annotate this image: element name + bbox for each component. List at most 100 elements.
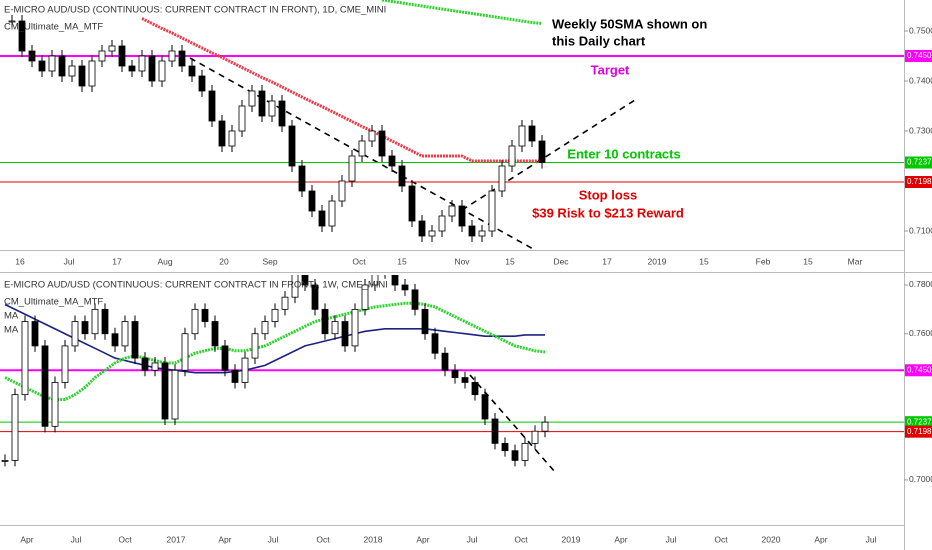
price-level-label: 0.7198 bbox=[907, 427, 932, 436]
candle bbox=[308, 190, 316, 212]
x-tick-label: Oct bbox=[514, 534, 528, 544]
price-level-label: 0.7237 bbox=[907, 158, 932, 167]
x-tick-label: Sep bbox=[262, 256, 277, 266]
candle bbox=[231, 369, 239, 383]
price-level-label: 0.7198 bbox=[907, 177, 932, 186]
candle bbox=[351, 308, 359, 347]
price-level-box bbox=[905, 50, 932, 62]
x-tick-label: Feb bbox=[756, 256, 771, 266]
candle bbox=[458, 205, 466, 227]
candle bbox=[108, 45, 116, 52]
candle bbox=[171, 369, 179, 420]
pane-title: E-MICRO AUD/USD (CONTINUOUS: CURRENT CON… bbox=[4, 280, 388, 291]
candle bbox=[121, 321, 129, 347]
candle bbox=[68, 65, 76, 77]
candle bbox=[281, 296, 289, 310]
annotation: Target bbox=[591, 62, 630, 77]
x-tick-label: 16 bbox=[15, 256, 25, 266]
x-tick-label: 2017 bbox=[167, 534, 186, 544]
candle bbox=[501, 442, 509, 452]
price-level-label: 0.7450 bbox=[907, 365, 932, 374]
x-tick-label: Oct bbox=[714, 534, 728, 544]
candle bbox=[38, 60, 46, 72]
candle bbox=[91, 308, 99, 335]
candle bbox=[341, 321, 349, 347]
candle bbox=[538, 140, 546, 163]
candle bbox=[311, 284, 319, 310]
price-level-box bbox=[905, 156, 932, 169]
x-tick-label: Apr bbox=[614, 534, 627, 544]
pane-title: E-MICRO AUD/USD (CONTINUOUS: CURRENT CON… bbox=[4, 5, 386, 16]
candle bbox=[28, 50, 36, 62]
price-level-box bbox=[905, 425, 932, 438]
candle bbox=[388, 155, 396, 167]
price-level-label: 0.7237 bbox=[907, 417, 932, 426]
candle bbox=[41, 345, 49, 427]
annotation: Stop loss bbox=[579, 187, 638, 202]
candle bbox=[541, 421, 549, 432]
candle bbox=[208, 90, 216, 122]
candle bbox=[161, 362, 169, 420]
x-tick-label: 17 bbox=[112, 256, 122, 266]
candle bbox=[101, 308, 109, 335]
candle bbox=[368, 130, 376, 142]
x-tick-label: 15 bbox=[397, 256, 407, 266]
candle bbox=[128, 65, 136, 72]
candle bbox=[71, 321, 79, 347]
candle bbox=[218, 120, 226, 147]
candle bbox=[81, 321, 89, 335]
x-tick-label: Jul bbox=[64, 256, 75, 266]
candle bbox=[131, 321, 139, 359]
x-tick-label: 20 bbox=[219, 256, 229, 266]
annotation: Enter 10 contracts bbox=[567, 146, 680, 161]
x-tick-label: Jul bbox=[666, 534, 677, 544]
candle bbox=[138, 55, 146, 72]
candle bbox=[258, 90, 266, 117]
candle bbox=[48, 55, 56, 72]
candle bbox=[461, 377, 469, 383]
price-level-box bbox=[905, 364, 932, 377]
candle bbox=[451, 369, 459, 378]
candle bbox=[418, 220, 426, 237]
candle bbox=[148, 55, 156, 82]
candle bbox=[321, 308, 329, 335]
x-tick-label: Oct bbox=[118, 534, 132, 544]
candle bbox=[328, 200, 336, 227]
x-tick-label: Nov bbox=[454, 256, 470, 266]
x-tick-label: 15 bbox=[505, 256, 515, 266]
x-tick-label: Jul bbox=[467, 534, 478, 544]
candle bbox=[358, 140, 366, 157]
candle bbox=[58, 55, 66, 77]
x-tick-label: 2020 bbox=[762, 534, 781, 544]
x-tick-label: 2018 bbox=[364, 534, 383, 544]
candle bbox=[271, 308, 279, 322]
x-tick-label: 15 bbox=[803, 256, 813, 266]
x-tick-label: Apr bbox=[20, 534, 33, 544]
candle bbox=[181, 333, 189, 371]
x-tick-label: 17 bbox=[602, 256, 612, 266]
candle bbox=[528, 125, 536, 142]
x-tick-label: Mar bbox=[848, 256, 863, 266]
candle bbox=[411, 289, 419, 310]
x-tick-label: 2019 bbox=[648, 256, 667, 266]
candle bbox=[478, 230, 486, 237]
x-tick-label: Jul bbox=[71, 534, 82, 544]
candle bbox=[251, 333, 259, 359]
indicator-label: CM_Ultimate_MA_MTF bbox=[4, 297, 103, 308]
candle bbox=[198, 75, 206, 92]
candle bbox=[228, 130, 236, 147]
candle bbox=[221, 345, 229, 371]
candle bbox=[421, 308, 429, 335]
candle bbox=[168, 50, 176, 62]
annotation: $39 Risk to $213 Reward bbox=[532, 205, 684, 220]
candle bbox=[298, 165, 306, 192]
candle bbox=[371, 275, 379, 286]
candle bbox=[468, 225, 476, 237]
indicator-label: CM_Ultimate_MA_MTF bbox=[4, 22, 103, 33]
candle bbox=[288, 125, 296, 167]
candle bbox=[11, 394, 19, 461]
candle bbox=[441, 352, 449, 371]
